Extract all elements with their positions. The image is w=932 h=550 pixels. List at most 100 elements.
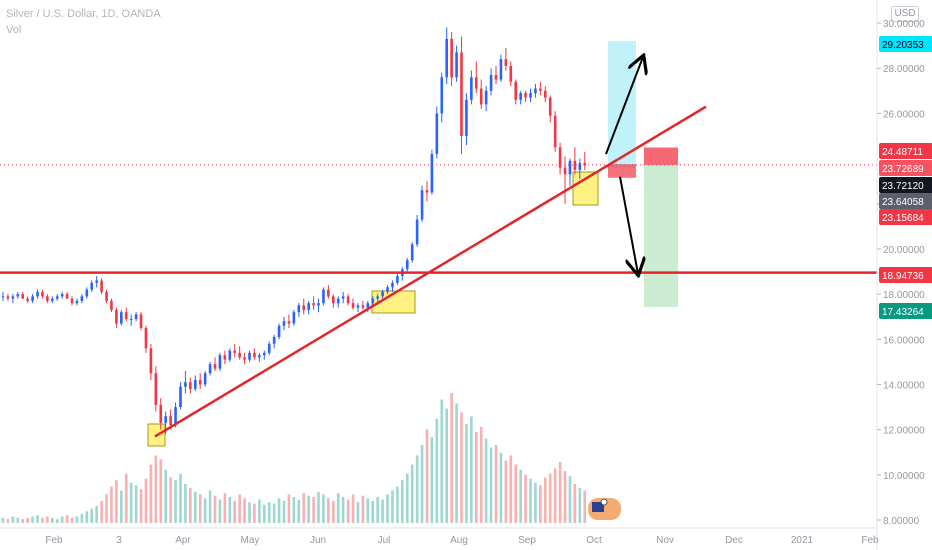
volume-bar: [405, 473, 409, 523]
candle-body: [70, 298, 74, 304]
candle-body: [174, 407, 177, 426]
annotations: [0, 57, 877, 438]
volume-bar: [55, 519, 59, 523]
volume-bar: [450, 393, 453, 523]
volume-bar: [465, 424, 468, 523]
candle-body: [1, 296, 5, 298]
volume-bar: [90, 508, 94, 523]
target-zone-up: [608, 41, 636, 168]
candle-body: [440, 77, 444, 114]
candle-body: [386, 287, 389, 292]
candle-body: [16, 294, 20, 297]
price-label-tag: [879, 177, 932, 193]
volume-bar: [534, 482, 537, 523]
candle-body: [51, 298, 54, 301]
candle-body: [479, 88, 483, 105]
candle-body: [55, 296, 59, 299]
candle-body: [474, 77, 478, 89]
candle-body: [539, 88, 542, 91]
candle-body: [179, 386, 182, 408]
volume-bar: [149, 464, 153, 523]
candle-body: [198, 379, 202, 385]
volume-bar: [189, 487, 192, 523]
candle-body: [317, 303, 320, 306]
annotation-backgrounds: [0, 41, 877, 447]
candle-body: [396, 276, 399, 283]
candle-body: [583, 163, 587, 166]
candle-body: [253, 352, 256, 358]
price-label-tag: [879, 36, 932, 52]
candle-body: [509, 65, 513, 82]
price-label-text: 23.72689: [882, 164, 924, 175]
candle-body: [322, 289, 325, 304]
volume-bar: [302, 493, 306, 523]
candle-body: [90, 282, 94, 290]
candle-body: [489, 75, 493, 91]
volume-bar: [272, 503, 276, 523]
y-tick-label: 8.00000: [883, 516, 920, 527]
candle-body: [553, 115, 557, 148]
candle-body: [243, 357, 246, 360]
candle-body: [425, 190, 429, 193]
candle-body: [534, 88, 537, 94]
candle-body: [120, 312, 123, 324]
logo-flag-icon: [592, 502, 604, 512]
candle-body: [420, 190, 424, 220]
volume-bar: [164, 469, 167, 523]
y-tick-label: 10.00000: [883, 471, 925, 482]
volume-bar: [139, 489, 143, 523]
x-tick-label: 3: [116, 535, 122, 546]
volume-bar: [553, 468, 557, 523]
volume-bar: [583, 490, 587, 523]
volume-bar: [410, 464, 414, 523]
candle-body: [336, 298, 340, 304]
volume-bar: [51, 517, 54, 523]
volume-bar: [11, 516, 15, 523]
candle-body: [189, 382, 192, 389]
y-tick-label: 20.00000: [883, 245, 925, 256]
currency-badge[interactable]: USD: [891, 6, 919, 22]
candle-body: [262, 352, 266, 356]
volume-bar: [415, 455, 419, 523]
volume-bar: [228, 497, 232, 523]
volume-bar: [435, 419, 439, 523]
volume-bar: [327, 498, 330, 523]
volume-bar: [332, 500, 335, 523]
candle-body: [184, 382, 187, 387]
volume-bar: [46, 516, 49, 523]
chart-title: Silver / U.S. Dollar, 1D, OANDA: [6, 8, 161, 20]
volume-bar: [376, 497, 379, 523]
candle-body: [504, 59, 508, 66]
volume-bar: [307, 495, 310, 523]
volume-bar: [509, 455, 513, 523]
candle-body: [450, 38, 453, 78]
y-tick-label: 12.00000: [883, 426, 925, 437]
price-label-text: 29.20353: [882, 40, 924, 51]
volume-bar: [41, 517, 44, 523]
candle-body: [376, 296, 379, 299]
price-label-tag: [879, 303, 932, 319]
candle-body: [307, 303, 310, 310]
volume-bar: [213, 495, 217, 523]
volume-bar: [381, 499, 384, 523]
candle-body: [129, 318, 133, 320]
volume-bar: [504, 460, 508, 523]
volume-bar: [60, 516, 64, 523]
volume-bar: [317, 491, 320, 523]
volume-bar: [548, 473, 552, 523]
y-tick-label: 14.00000: [883, 380, 925, 391]
x-tick-label: Sep: [518, 535, 536, 546]
volume-bar: [169, 477, 172, 523]
volume-bar: [529, 478, 532, 523]
candle-body: [282, 321, 286, 326]
volume-bar: [154, 455, 158, 523]
price-label-tag: [879, 193, 932, 209]
volume-bar: [198, 494, 202, 523]
price-label-text: 23.64058: [882, 197, 924, 208]
x-tick-label: Oct: [586, 535, 602, 546]
candle-body: [573, 160, 577, 170]
volume-bar: [267, 502, 271, 523]
candle-body: [292, 312, 296, 324]
candle-body: [277, 325, 281, 338]
